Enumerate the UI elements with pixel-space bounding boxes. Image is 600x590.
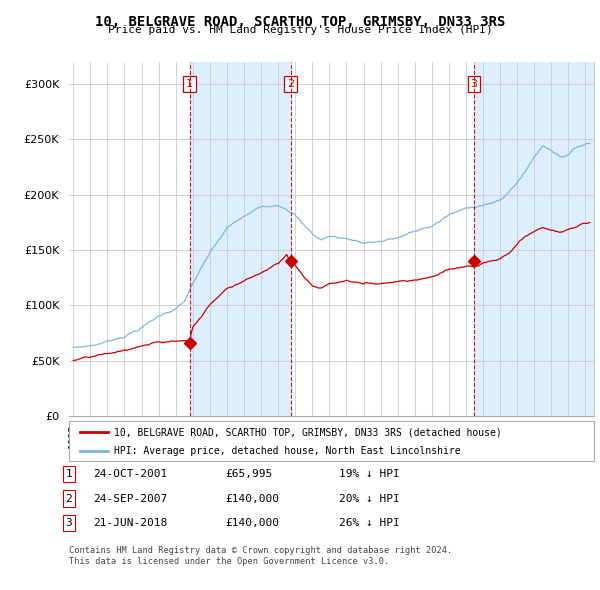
Text: 10, BELGRAVE ROAD, SCARTHO TOP, GRIMSBY, DN33 3RS (detached house): 10, BELGRAVE ROAD, SCARTHO TOP, GRIMSBY,…: [113, 428, 502, 438]
Text: 3: 3: [65, 518, 73, 527]
Text: HPI: Average price, detached house, North East Lincolnshire: HPI: Average price, detached house, Nort…: [113, 445, 460, 455]
Text: 10, BELGRAVE ROAD, SCARTHO TOP, GRIMSBY, DN33 3RS: 10, BELGRAVE ROAD, SCARTHO TOP, GRIMSBY,…: [95, 15, 505, 29]
Text: Contains HM Land Registry data © Crown copyright and database right 2024.: Contains HM Land Registry data © Crown c…: [69, 546, 452, 555]
Text: 1: 1: [186, 79, 193, 89]
Text: 1: 1: [65, 470, 73, 479]
Text: 24-SEP-2007: 24-SEP-2007: [93, 494, 167, 503]
Text: 24-OCT-2001: 24-OCT-2001: [93, 470, 167, 479]
Text: 21-JUN-2018: 21-JUN-2018: [93, 518, 167, 527]
Text: £140,000: £140,000: [225, 518, 279, 527]
Text: 20% ↓ HPI: 20% ↓ HPI: [339, 494, 400, 503]
Bar: [474, 62, 594, 416]
Text: 19% ↓ HPI: 19% ↓ HPI: [339, 470, 400, 479]
Text: £65,995: £65,995: [225, 470, 272, 479]
Text: 2: 2: [287, 79, 294, 89]
Text: 26% ↓ HPI: 26% ↓ HPI: [339, 518, 400, 527]
Text: Price paid vs. HM Land Registry's House Price Index (HPI): Price paid vs. HM Land Registry's House …: [107, 25, 493, 35]
Text: This data is licensed under the Open Government Licence v3.0.: This data is licensed under the Open Gov…: [69, 558, 389, 566]
Text: 3: 3: [470, 79, 478, 89]
Bar: [190, 62, 290, 416]
Text: £140,000: £140,000: [225, 494, 279, 503]
Text: 2: 2: [65, 494, 73, 503]
